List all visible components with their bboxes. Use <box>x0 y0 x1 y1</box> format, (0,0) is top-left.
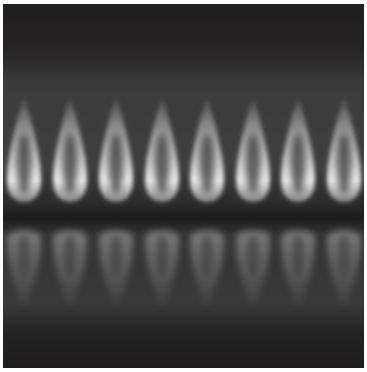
reflection-core <box>64 234 76 278</box>
flame-core <box>17 134 31 194</box>
flame-core <box>200 134 214 194</box>
reflection-core <box>338 234 350 278</box>
reflection-core <box>201 234 213 278</box>
reflection-core <box>156 234 168 278</box>
flame-core <box>63 134 77 194</box>
flame-core <box>291 134 305 194</box>
reflections <box>7 230 361 312</box>
flames <box>7 95 361 202</box>
reflection-core <box>247 234 259 278</box>
flame-core <box>155 134 169 194</box>
reflection-core <box>110 234 122 278</box>
flame-core <box>246 134 260 194</box>
flame-core <box>109 134 123 194</box>
reflection-core <box>292 234 304 278</box>
flame-core <box>337 134 351 194</box>
reflection-core <box>18 234 30 278</box>
